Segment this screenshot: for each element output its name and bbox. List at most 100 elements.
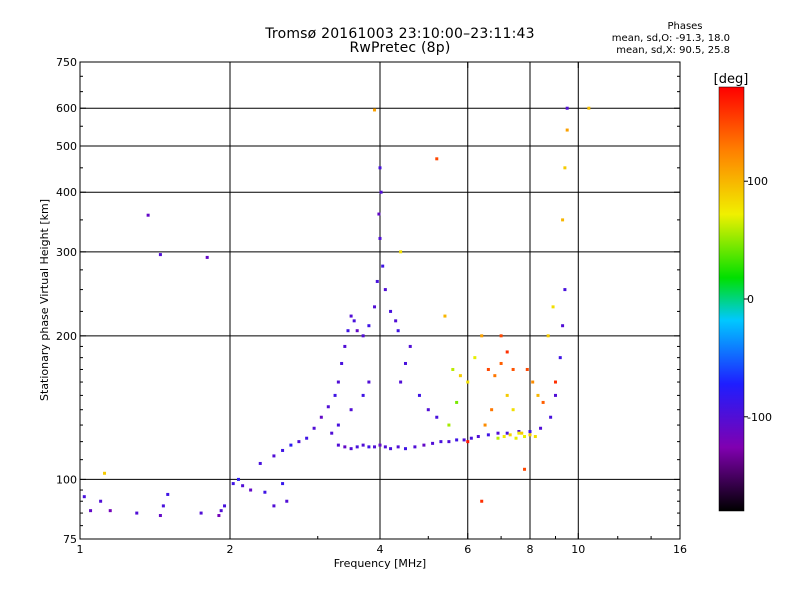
data-point-x — [508, 433, 512, 437]
data-point-o — [82, 495, 86, 499]
data-point-o — [375, 279, 379, 283]
data-point-o — [336, 423, 340, 427]
data-point-o — [223, 504, 227, 508]
colorbar-tick-label: -100 — [747, 411, 772, 424]
data-point-x — [499, 361, 503, 365]
data-point-o — [389, 447, 393, 451]
x-tick-label: 1 — [77, 543, 84, 556]
x-axis-label: Frequency [MHz] — [334, 557, 426, 570]
data-point-x — [103, 471, 107, 475]
data-point-x — [551, 305, 555, 309]
data-point-o — [435, 415, 439, 419]
data-point-o — [355, 329, 359, 333]
x-tick-label: 6 — [464, 543, 471, 556]
y-tick-label: 300 — [56, 246, 77, 259]
data-point-o — [377, 212, 381, 216]
data-point-o — [349, 447, 353, 451]
data-point-o — [361, 393, 365, 397]
data-point-x — [466, 440, 470, 444]
y-axis-label: Stationary phase Virtual Height [km] — [38, 199, 51, 401]
data-point-o — [426, 408, 430, 412]
data-point-o — [297, 440, 301, 444]
data-point-o — [422, 443, 426, 447]
data-point-o — [361, 334, 365, 338]
data-point-x — [451, 367, 455, 371]
data-point-o — [281, 448, 285, 452]
data-point-o — [161, 504, 165, 508]
data-point-o — [217, 514, 221, 518]
data-point-x — [499, 334, 503, 338]
data-point-o — [249, 488, 253, 492]
data-point-x — [511, 408, 515, 412]
x-tick-label: 4 — [377, 543, 384, 556]
data-point-x — [486, 367, 490, 371]
data-point-o — [394, 319, 398, 323]
data-point-o — [340, 361, 344, 365]
data-point-o — [399, 380, 403, 384]
data-point-o — [199, 511, 203, 515]
grid-layer — [80, 62, 680, 539]
data-point-o — [439, 440, 443, 444]
data-point-x — [502, 435, 506, 439]
data-point-o — [379, 190, 383, 194]
data-point-o — [558, 356, 562, 360]
phases-o-line: mean, sd,O: -91.3, 18.0 — [611, 33, 730, 44]
data-point-o — [219, 509, 223, 513]
data-point-o — [241, 484, 245, 488]
data-point-o — [236, 477, 240, 481]
data-point-x — [443, 314, 447, 318]
data-point-o — [403, 447, 407, 451]
data-point-o — [383, 445, 387, 449]
data-point-o — [561, 324, 565, 328]
data-point-x — [553, 380, 557, 384]
data-point-o — [528, 430, 532, 434]
data-point-x — [496, 436, 500, 440]
data-point-o — [539, 426, 543, 430]
y-tick-label: 500 — [56, 140, 77, 153]
data-point-x — [541, 400, 545, 404]
data-point-o — [289, 443, 293, 447]
data-point-o — [469, 436, 473, 440]
data-point-x — [473, 356, 477, 360]
colorbar-ticks: 100 0 -100 — [744, 175, 772, 424]
data-point-x — [435, 157, 439, 161]
x-tick-label: 10 — [571, 543, 585, 556]
data-point-o — [312, 426, 316, 430]
data-point-x — [565, 128, 569, 132]
data-point-x — [480, 499, 484, 503]
data-point-o — [496, 431, 500, 435]
data-point-o — [333, 393, 337, 397]
data-point-x — [533, 435, 537, 439]
data-point-o — [381, 264, 385, 268]
data-point-o — [373, 445, 377, 449]
phases-header: Phases — [667, 21, 703, 32]
data-point-o — [166, 492, 170, 496]
data-point-o — [263, 490, 267, 494]
data-point-o — [563, 288, 567, 292]
data-point-o — [343, 445, 347, 449]
data-point-o — [373, 305, 377, 309]
data-point-o — [367, 324, 371, 328]
data-point-x — [528, 433, 532, 437]
data-point-o — [549, 415, 553, 419]
data-point-x — [373, 108, 377, 112]
data-point-o — [272, 454, 276, 458]
data-point-x — [505, 350, 509, 354]
data-point-x — [399, 250, 403, 254]
y-tick-label: 100 — [56, 473, 77, 486]
data-point-o — [361, 443, 365, 447]
data-point-o — [89, 509, 93, 513]
data-point-x — [546, 334, 550, 338]
data-point-x — [531, 380, 535, 384]
data-point-o — [403, 361, 407, 365]
data-point-o — [476, 435, 480, 439]
data-point-o — [367, 445, 371, 449]
data-point-x — [523, 467, 527, 471]
x-tick-label: 2 — [227, 543, 234, 556]
colorbar — [718, 86, 745, 512]
data-point-o — [462, 438, 466, 442]
data-point-x — [483, 423, 487, 427]
data-point-o — [319, 415, 323, 419]
data-point-x — [458, 374, 462, 378]
